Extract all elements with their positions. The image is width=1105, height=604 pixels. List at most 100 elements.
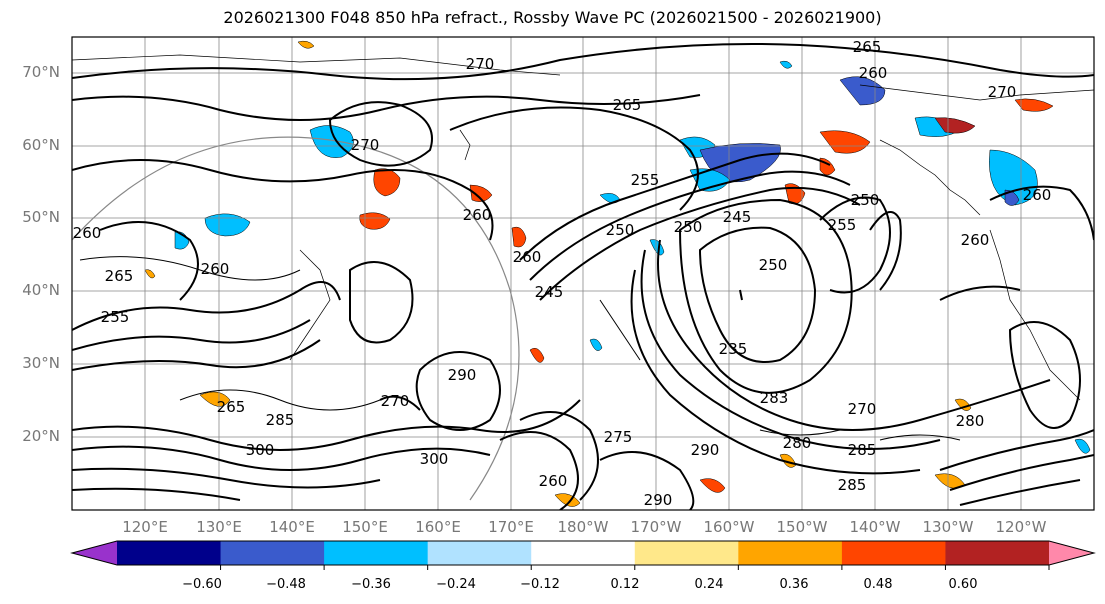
lat-label-20n: 20°N [22, 427, 60, 445]
lon-label-160e: 160°E [415, 518, 461, 536]
contour-label: 255 [101, 308, 130, 326]
anomaly-patch [779, 60, 793, 69]
contour-label: 260 [539, 472, 568, 490]
contour-label: 250 [851, 191, 880, 209]
contour-label: 290 [691, 441, 720, 459]
colorbar-segment [220, 541, 325, 565]
anomaly-patch [934, 117, 976, 134]
colorbar-tick-label: −0.36 [351, 577, 391, 592]
contour-label: 270 [381, 392, 410, 410]
contour-label: 250 [674, 218, 703, 236]
colorbar-segment [427, 541, 532, 565]
anomaly-patch [589, 338, 603, 351]
colorbar-tick-label: −0.12 [520, 577, 560, 592]
lon-label-140w: 140°W [849, 518, 901, 536]
colorbar-tick-label: −0.24 [436, 577, 476, 592]
colorbar-tick-label: 0.24 [694, 577, 724, 592]
map-title: 2026021300 F048 850 hPa refract., Rossby… [223, 8, 882, 27]
contour-label: 265 [105, 267, 134, 285]
lon-label-140e: 140°E [269, 518, 315, 536]
contour-label: 260 [961, 231, 990, 249]
contour-label: 260 [463, 206, 492, 224]
contour-label: 255 [828, 216, 857, 234]
contour-label: 290 [448, 366, 477, 384]
contour-label: 290 [644, 491, 673, 509]
anomaly-patch [199, 391, 231, 407]
lat-label-40n: 40°N [22, 281, 60, 299]
thin-contours [79, 256, 961, 441]
anomaly-patch [204, 213, 251, 237]
colorbar-tick-label: 0.12 [610, 577, 640, 592]
anomaly-patch [359, 212, 391, 230]
colorbar-segment [117, 541, 222, 565]
anomaly-patch [649, 239, 665, 256]
anomaly-patch [529, 348, 545, 363]
lon-label-130w: 130°W [922, 518, 974, 536]
contour-label: 283 [760, 389, 789, 407]
reference-arc [72, 136, 520, 501]
lon-label-170w: 170°W [630, 518, 682, 536]
anomaly-patch [819, 130, 871, 154]
anomaly-patch [144, 269, 156, 279]
contour-label: 300 [246, 441, 275, 459]
anomaly-patch [373, 168, 401, 197]
lon-label-120w: 120°W [995, 518, 1047, 536]
lon-label-160w: 160°W [703, 518, 755, 536]
anomaly-patch [469, 184, 493, 202]
colorbar [70, 540, 1096, 570]
colorbar-segment [738, 541, 843, 565]
contour-label: 265 [217, 398, 246, 416]
contour-label: 285 [838, 476, 867, 494]
contour-label: 280 [783, 434, 812, 452]
lon-label-120e: 120°E [122, 518, 168, 536]
colorbar-tick-label: 0.60 [948, 577, 978, 592]
lon-label-170e: 170°E [488, 518, 534, 536]
contour-label: 285 [266, 411, 295, 429]
lon-label-150w: 150°W [776, 518, 828, 536]
contour-label: 255 [631, 171, 660, 189]
contour-label: 285 [848, 441, 877, 459]
colorbar-extend-min [72, 541, 117, 565]
contour-label: 235 [719, 340, 748, 358]
anomaly-patch [839, 76, 886, 106]
plot-frame [71, 36, 1095, 511]
anomaly-patch [1014, 98, 1054, 112]
colorbar-outline [70, 540, 1096, 566]
colorbar-tick-label: −0.48 [266, 577, 306, 592]
contour-label: 250 [759, 256, 788, 274]
contour-label: 270 [466, 55, 495, 73]
colorbar-segment [531, 541, 636, 565]
contour-label: 300 [420, 450, 449, 468]
lat-label-30n: 30°N [22, 354, 60, 372]
lon-label-130e: 130°E [196, 518, 242, 536]
contour-label: 245 [723, 208, 752, 226]
contour-label: 280 [956, 412, 985, 430]
colorbar-ticks [220, 565, 1050, 570]
colorbar-segment [841, 541, 946, 565]
contour-label: 265 [853, 38, 882, 56]
contour-label: 250 [606, 221, 635, 239]
anomaly-patches [144, 40, 1091, 507]
contour-label: 260 [513, 248, 542, 266]
lat-label-70n: 70°N [22, 63, 60, 81]
colorbar-tick-label: 0.48 [863, 577, 893, 592]
colorbar-tick-label: −0.60 [182, 577, 222, 592]
contour-label: 275 [604, 428, 633, 446]
contour-label: 260 [73, 224, 102, 242]
anomaly-patch [1074, 438, 1091, 454]
lon-label-180w: 180°W [557, 518, 609, 536]
contour-label: 260 [859, 64, 888, 82]
contour-labels: 265 270 270 260 265 270 260 255 250 245 … [73, 38, 1052, 509]
anomaly-patch [511, 226, 527, 248]
contour-label: 260 [1023, 186, 1052, 204]
lon-label-150e: 150°E [342, 518, 388, 536]
colorbar-extend-max [1049, 541, 1094, 565]
contours [72, 43, 1094, 510]
contour-label: 270 [988, 83, 1017, 101]
contour-label: 265 [613, 96, 642, 114]
plot-area: 265 270 270 260 265 270 260 255 250 245 … [72, 37, 1094, 510]
colorbar-segment [945, 541, 1050, 565]
anomaly-patch [554, 493, 581, 507]
anomaly-patch [699, 478, 726, 493]
